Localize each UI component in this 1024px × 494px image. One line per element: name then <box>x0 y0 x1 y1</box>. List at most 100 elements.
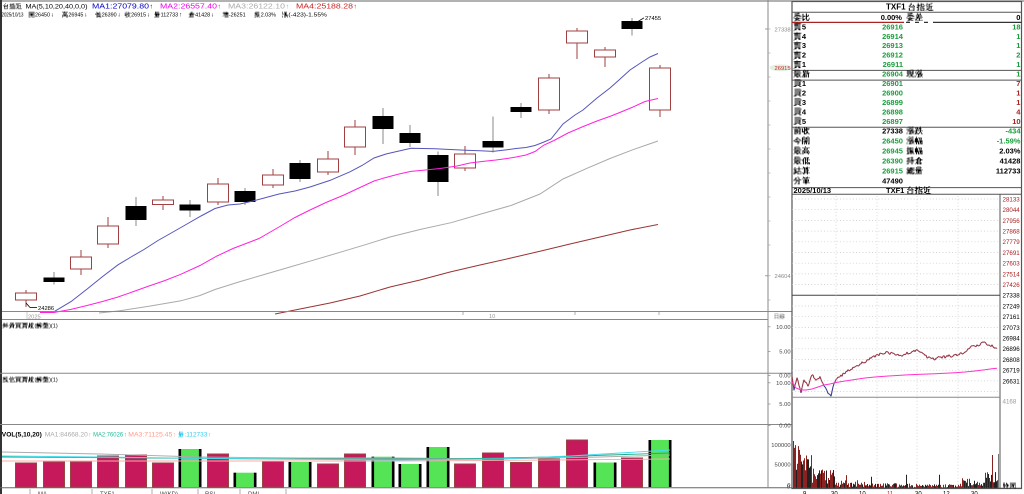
svg-text:18: 18 <box>1012 22 1020 31</box>
svg-text:26390: 26390 <box>102 13 117 19</box>
svg-text:26915: 26915 <box>882 166 903 175</box>
svg-text:12: 12 <box>943 492 950 494</box>
svg-text:0: 0 <box>787 485 790 491</box>
svg-text:1: 1 <box>1016 98 1020 107</box>
svg-text:112733: 112733 <box>161 13 179 19</box>
svg-text:↑: ↑ <box>124 432 127 439</box>
svg-text:1: 1 <box>802 60 806 69</box>
svg-text:DMI: DMI <box>248 492 259 494</box>
svg-text:2025: 2025 <box>28 314 41 320</box>
svg-text:0.00: 0.00 <box>779 374 790 380</box>
svg-text:112733: 112733 <box>996 166 1021 175</box>
svg-text:MA: MA <box>38 492 47 494</box>
svg-text:↑: ↑ <box>218 3 221 10</box>
svg-text:-26251: -26251 <box>229 13 246 19</box>
svg-text:)(1): )(1) <box>49 324 58 330</box>
svg-text:26390: 26390 <box>882 156 903 165</box>
svg-text:27956: 27956 <box>1003 218 1021 225</box>
svg-text:2.03%: 2.03% <box>999 146 1021 155</box>
svg-text:)(1): )(1) <box>49 378 58 384</box>
svg-text:27514: 27514 <box>1003 271 1021 278</box>
svg-text:MA4:25188.28: MA4:25188.28 <box>296 3 353 10</box>
svg-text:7: 7 <box>1016 79 1020 88</box>
svg-text:↑: ↑ <box>208 432 211 439</box>
svg-text:1: 1 <box>1016 89 1020 98</box>
svg-text:↑: ↑ <box>354 3 357 10</box>
svg-text:10: 10 <box>1012 117 1020 126</box>
svg-text:30: 30 <box>971 492 978 494</box>
svg-text:MA2:26557.40: MA2:26557.40 <box>160 3 217 10</box>
svg-text:27338: 27338 <box>1003 293 1021 300</box>
svg-text:47490: 47490 <box>882 176 903 185</box>
svg-text:↓: ↓ <box>51 13 54 19</box>
svg-text:↓: ↓ <box>211 13 214 19</box>
svg-text:26945: 26945 <box>68 13 83 19</box>
svg-text:50000: 50000 <box>775 463 791 469</box>
svg-text:1: 1 <box>1016 70 1020 79</box>
svg-text:0: 0 <box>1016 13 1020 22</box>
svg-text:27691: 27691 <box>1003 250 1021 257</box>
svg-text:30: 30 <box>915 492 922 494</box>
svg-text:3: 3 <box>802 41 806 50</box>
svg-text:9: 9 <box>803 492 807 494</box>
svg-text:2.03%: 2.03% <box>261 13 276 19</box>
svg-text:↑: ↑ <box>150 3 153 10</box>
svg-text:MA1:84668.20: MA1:84668.20 <box>45 432 88 439</box>
svg-text:26899: 26899 <box>882 98 903 107</box>
svg-text:RSI: RSI <box>205 492 215 494</box>
svg-text:MA3:26122.10: MA3:26122.10 <box>228 3 285 10</box>
svg-text:0.00: 0.00 <box>779 424 790 430</box>
svg-text:27338: 27338 <box>882 126 903 135</box>
svg-text:↑: ↑ <box>173 432 176 439</box>
svg-text:26898: 26898 <box>882 107 903 116</box>
svg-text:(: ( <box>35 324 37 330</box>
svg-text:5: 5 <box>802 22 806 31</box>
svg-text:-1.59%: -1.59% <box>997 136 1021 145</box>
svg-text:10.00: 10.00 <box>776 325 791 331</box>
svg-text:41428: 41428 <box>195 13 210 19</box>
svg-text:10: 10 <box>859 492 866 494</box>
svg-text:100000: 100000 <box>771 443 790 449</box>
svg-text:10.00: 10.00 <box>776 381 791 387</box>
svg-text:4: 4 <box>802 107 807 116</box>
svg-text:27338: 27338 <box>775 28 791 34</box>
svg-text:5.00: 5.00 <box>779 402 790 408</box>
svg-text:5.00: 5.00 <box>779 350 790 356</box>
svg-text:-434: -434 <box>1006 126 1022 135</box>
svg-text:27868: 27868 <box>1003 229 1021 236</box>
svg-text:27779: 27779 <box>1003 239 1021 246</box>
svg-text:2: 2 <box>802 51 806 60</box>
svg-text:1: 1 <box>1016 41 1020 50</box>
svg-text:26914: 26914 <box>882 32 904 41</box>
svg-text:28044: 28044 <box>1003 207 1021 214</box>
svg-text:3: 3 <box>802 98 806 107</box>
svg-text:27426: 27426 <box>1003 282 1021 289</box>
svg-text:11: 11 <box>887 492 894 494</box>
svg-text:(-423)-1.55%: (-423)-1.55% <box>288 13 327 19</box>
svg-text:TXF1: TXF1 <box>100 492 115 494</box>
svg-text:0.00%: 0.00% <box>881 13 903 22</box>
svg-text:30: 30 <box>831 492 838 494</box>
svg-text:27073: 27073 <box>1003 325 1021 332</box>
svg-text:4: 4 <box>1016 107 1021 116</box>
svg-text:26808: 26808 <box>1003 357 1021 364</box>
svg-text:26911: 26911 <box>883 60 903 69</box>
svg-text:26896: 26896 <box>1003 346 1021 353</box>
svg-text:26913: 26913 <box>882 41 903 50</box>
svg-text::112733: :112733 <box>184 432 207 439</box>
svg-text:27161: 27161 <box>1003 314 1021 321</box>
svg-text:2025/10/13: 2025/10/13 <box>794 186 832 195</box>
svg-text:1: 1 <box>1016 60 1020 69</box>
svg-text:2: 2 <box>802 89 806 98</box>
svg-text:26897: 26897 <box>882 117 903 126</box>
svg-text:↑: ↑ <box>88 432 91 439</box>
svg-text:26912: 26912 <box>882 51 903 60</box>
svg-text:MA(5,10,20,40,0,0): MA(5,10,20,40,0,0) <box>26 3 88 10</box>
svg-text:27603: 27603 <box>1003 261 1021 268</box>
svg-text:24604: 24604 <box>775 274 792 280</box>
svg-text:2025/10/13: 2025/10/13 <box>2 13 24 19</box>
svg-text:26631: 26631 <box>1003 378 1021 385</box>
svg-text:26904: 26904 <box>882 70 904 79</box>
svg-text:1: 1 <box>802 79 806 88</box>
svg-text:2: 2 <box>1016 51 1020 60</box>
